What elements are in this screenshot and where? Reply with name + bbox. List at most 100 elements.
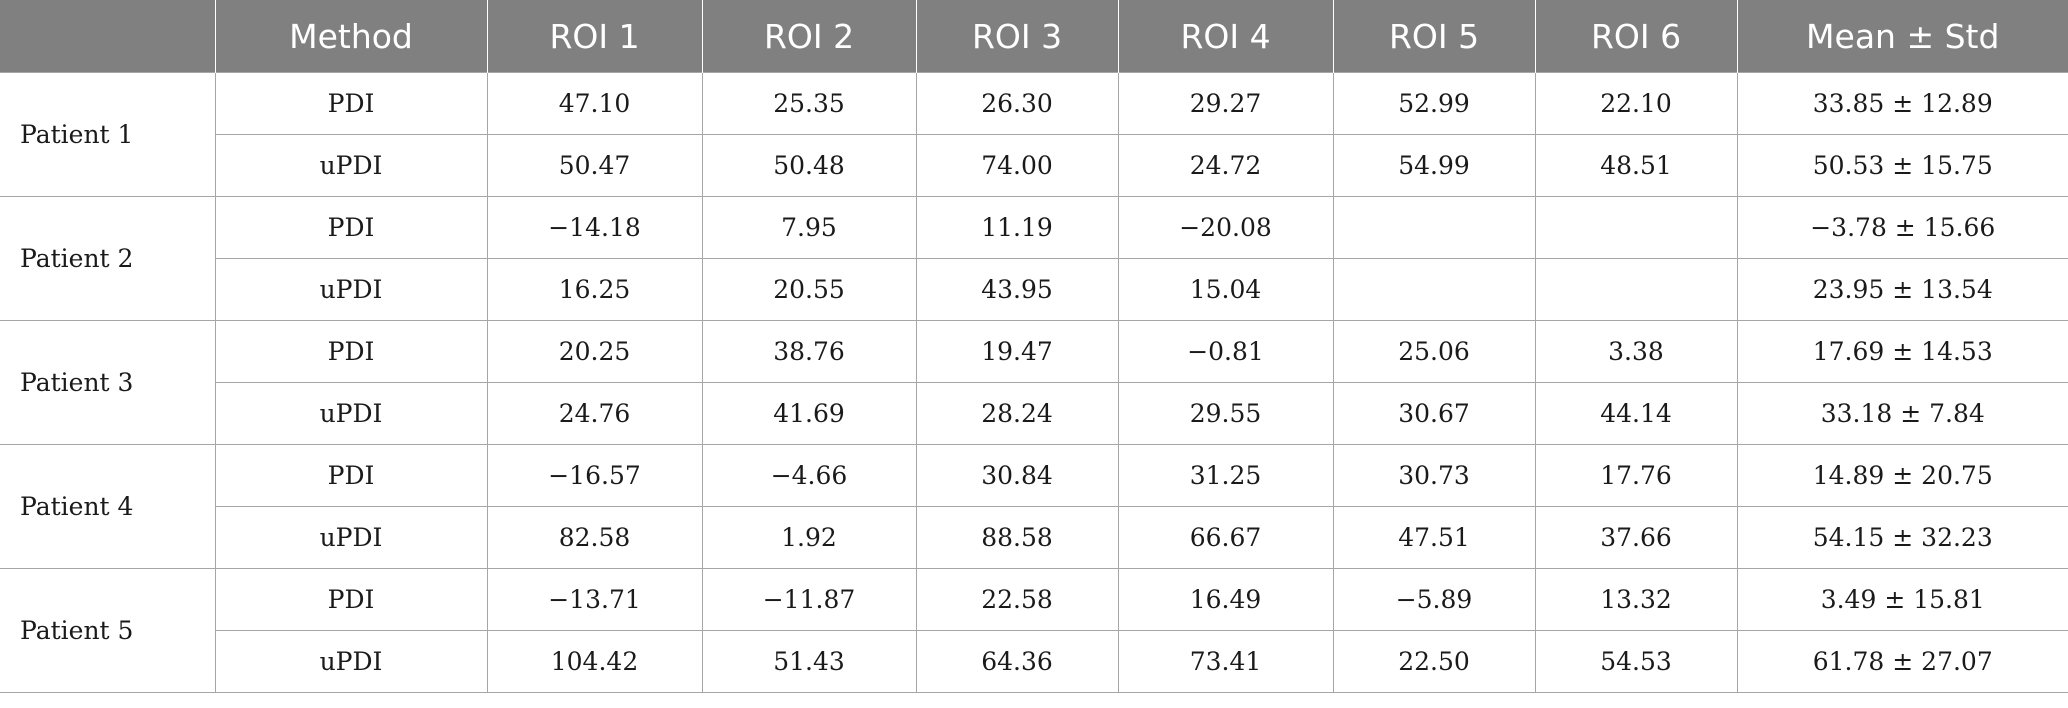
mean-std-cell: 61.78 ± 27.07	[1736, 630, 2068, 693]
value-cell: 7.95	[701, 196, 917, 259]
header-method: Method	[214, 0, 488, 73]
header-corner	[0, 0, 216, 73]
value-cell: 54.99	[1332, 134, 1536, 197]
value-cell	[1534, 196, 1738, 259]
value-cell: −13.71	[486, 568, 703, 631]
value-cell: 28.24	[915, 382, 1119, 445]
table-row: Patient 4 PDI −16.57 −4.66 30.84 31.25 3…	[0, 444, 2068, 569]
header-roi-1: ROI 1	[486, 0, 703, 73]
mean-std-cell: 50.53 ± 15.75	[1736, 134, 2068, 197]
mean-std-cell: 33.85 ± 12.89	[1736, 72, 2068, 135]
value-cell: 74.00	[915, 134, 1119, 197]
value-cell: 11.19	[915, 196, 1119, 259]
value-cell: 44.14	[1534, 382, 1738, 445]
mean-std-cell: 14.89 ± 20.75	[1736, 444, 2068, 507]
value-cell: 29.27	[1117, 72, 1334, 135]
header-row: Method ROI 1 ROI 2 ROI 3 ROI 4 ROI 5 ROI…	[0, 0, 2068, 73]
header-roi-6: ROI 6	[1534, 0, 1738, 73]
method-cell: PDI	[214, 444, 488, 507]
method-cell: uPDI	[214, 134, 488, 197]
value-cell: 19.47	[915, 320, 1119, 383]
value-cell: 20.25	[486, 320, 703, 383]
value-cell: 24.72	[1117, 134, 1334, 197]
table-row: Patient 3 PDI 20.25 38.76 19.47 −0.81 25…	[0, 320, 2068, 445]
table-row: Patient 1 PDI 47.10 25.35 26.30 29.27 52…	[0, 72, 2068, 197]
value-cell: 52.99	[1332, 72, 1536, 135]
table-row: uPDI 16.25 20.55 43.95 15.04 23.95 ± 13.…	[0, 258, 2068, 321]
value-cell: 37.66	[1534, 506, 1738, 569]
header-roi-4: ROI 4	[1117, 0, 1334, 73]
method-cell: PDI	[214, 320, 488, 383]
results-table: Method ROI 1 ROI 2 ROI 3 ROI 4 ROI 5 ROI…	[0, 0, 2068, 693]
method-cell: PDI	[214, 72, 488, 135]
value-cell: 38.76	[701, 320, 917, 383]
value-cell: 31.25	[1117, 444, 1334, 507]
value-cell: 30.73	[1332, 444, 1536, 507]
patient-label: Patient 2	[0, 196, 216, 321]
value-cell: 16.25	[486, 258, 703, 321]
value-cell: 41.69	[701, 382, 917, 445]
value-cell: 16.49	[1117, 568, 1334, 631]
value-cell: 1.92	[701, 506, 917, 569]
value-cell: 13.32	[1534, 568, 1738, 631]
value-cell: 54.53	[1534, 630, 1738, 693]
value-cell: 24.76	[486, 382, 703, 445]
value-cell: 22.50	[1332, 630, 1536, 693]
value-cell: 15.04	[1117, 258, 1334, 321]
table-row: uPDI 50.47 50.48 74.00 24.72 54.99 48.51…	[0, 134, 2068, 197]
header-mean-std: Mean ± Std	[1736, 0, 2068, 73]
value-cell: 51.43	[701, 630, 917, 693]
value-cell	[1332, 258, 1536, 321]
value-cell: −20.08	[1117, 196, 1334, 259]
value-cell: 30.84	[915, 444, 1119, 507]
value-cell: 64.36	[915, 630, 1119, 693]
patient-label: Patient 1	[0, 72, 216, 197]
value-cell: 50.47	[486, 134, 703, 197]
patient-label: Patient 3	[0, 320, 216, 445]
mean-std-cell: 23.95 ± 13.54	[1736, 258, 2068, 321]
patient-label: Patient 4	[0, 444, 216, 569]
header-roi-5: ROI 5	[1332, 0, 1536, 73]
method-cell: PDI	[214, 568, 488, 631]
value-cell: 22.10	[1534, 72, 1738, 135]
value-cell: 25.06	[1332, 320, 1536, 383]
value-cell: 48.51	[1534, 134, 1738, 197]
header-roi-2: ROI 2	[701, 0, 917, 73]
value-cell: 26.30	[915, 72, 1119, 135]
value-cell: 3.38	[1534, 320, 1738, 383]
table-row: uPDI 24.76 41.69 28.24 29.55 30.67 44.14…	[0, 382, 2068, 445]
value-cell: 66.67	[1117, 506, 1334, 569]
value-cell: 88.58	[915, 506, 1119, 569]
value-cell: 82.58	[486, 506, 703, 569]
mean-std-cell: 3.49 ± 15.81	[1736, 568, 2068, 631]
value-cell: 30.67	[1332, 382, 1536, 445]
table-row: Patient 5 PDI −13.71 −11.87 22.58 16.49 …	[0, 568, 2068, 693]
value-cell: 104.42	[486, 630, 703, 693]
value-cell: 43.95	[915, 258, 1119, 321]
value-cell: 73.41	[1117, 630, 1334, 693]
value-cell: −11.87	[701, 568, 917, 631]
value-cell: −5.89	[1332, 568, 1536, 631]
method-cell: PDI	[214, 196, 488, 259]
value-cell	[1332, 196, 1536, 259]
mean-std-cell: −3.78 ± 15.66	[1736, 196, 2068, 259]
method-cell: uPDI	[214, 258, 488, 321]
mean-std-cell: 17.69 ± 14.53	[1736, 320, 2068, 383]
value-cell: 22.58	[915, 568, 1119, 631]
value-cell: 50.48	[701, 134, 917, 197]
table-row: uPDI 104.42 51.43 64.36 73.41 22.50 54.5…	[0, 630, 2068, 693]
table-row: Patient 2 PDI −14.18 7.95 11.19 −20.08 −…	[0, 196, 2068, 321]
value-cell: −4.66	[701, 444, 917, 507]
mean-std-cell: 54.15 ± 32.23	[1736, 506, 2068, 569]
table-row: uPDI 82.58 1.92 88.58 66.67 47.51 37.66 …	[0, 506, 2068, 569]
method-cell: uPDI	[214, 506, 488, 569]
method-cell: uPDI	[214, 382, 488, 445]
value-cell: 25.35	[701, 72, 917, 135]
value-cell: −16.57	[486, 444, 703, 507]
value-cell: 17.76	[1534, 444, 1738, 507]
method-cell: uPDI	[214, 630, 488, 693]
value-cell: −0.81	[1117, 320, 1334, 383]
value-cell: −14.18	[486, 196, 703, 259]
value-cell	[1534, 258, 1738, 321]
value-cell: 47.10	[486, 72, 703, 135]
